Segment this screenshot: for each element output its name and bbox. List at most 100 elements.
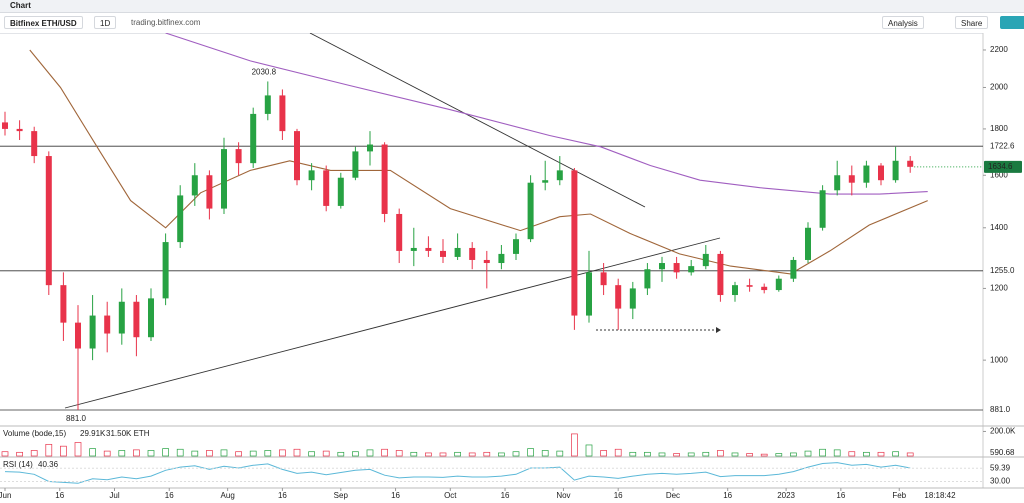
candle-body <box>775 278 782 291</box>
candle-body <box>790 259 797 279</box>
candle-body <box>162 242 169 299</box>
candle-body <box>148 298 154 338</box>
volume-bar <box>600 450 607 457</box>
last-price-label: 1634.6 <box>988 162 1013 171</box>
volume-bar <box>527 448 534 457</box>
candle-body <box>483 259 490 264</box>
candle-body <box>469 247 476 260</box>
candle-body <box>31 131 38 157</box>
volume-bar <box>337 451 345 457</box>
volume-bar <box>760 453 768 457</box>
volume-bar <box>454 451 461 457</box>
candle-body <box>396 213 403 251</box>
volume-bar <box>556 450 564 457</box>
x-tick-label: Jul <box>109 491 119 500</box>
volume-bar <box>658 452 666 457</box>
volume-readout: 29.91K <box>80 429 106 438</box>
y-tick-label: 1200 <box>990 284 1008 293</box>
candle-body <box>805 227 811 260</box>
volume-bar <box>16 451 23 457</box>
x-tick-label: 16 <box>55 491 64 500</box>
volume-bar <box>366 449 374 457</box>
volume-bar <box>206 450 213 457</box>
candle-body <box>673 263 680 273</box>
trendline <box>309 33 646 208</box>
x-tick-label: Jun <box>0 491 11 500</box>
volume-bar <box>906 452 914 457</box>
projection-arrow <box>716 327 721 333</box>
candle-body <box>688 266 695 273</box>
candle-body <box>615 285 622 309</box>
account-button[interactable] <box>1000 16 1024 29</box>
volume-bar <box>191 450 199 457</box>
interval-button[interactable]: 1D <box>94 16 117 29</box>
candle-body <box>878 165 884 181</box>
volume-title: Volume (bode,15) <box>3 429 66 438</box>
source-link[interactable]: trading.bitfinex.com <box>126 16 206 29</box>
candle-body <box>629 288 636 309</box>
volume-bar <box>220 449 228 457</box>
share-button[interactable]: Share <box>955 16 989 29</box>
y-tick-label: 1800 <box>990 124 1008 133</box>
volume-readout: 31.50K ETH <box>106 429 150 438</box>
volume-bar <box>249 450 257 457</box>
x-tick-label: 16 <box>614 491 623 500</box>
tab-label[interactable]: Chart <box>10 1 31 10</box>
volume-bar <box>892 451 899 457</box>
annotation: 881.0 <box>66 414 87 423</box>
y-tick-label: 2000 <box>990 83 1008 92</box>
price-axis-bg <box>983 33 1024 503</box>
x-tick-label: 16 <box>165 491 174 500</box>
volume-bar <box>848 451 856 457</box>
volume-bar <box>118 450 126 457</box>
candle-body <box>571 170 578 316</box>
volume-bar <box>1 451 9 457</box>
rsi-title: RSI (14) <box>3 460 33 469</box>
volume-bar <box>60 445 67 457</box>
candle-body <box>600 272 607 286</box>
x-tick-label: Aug <box>221 491 235 500</box>
candle-body <box>527 182 534 240</box>
volume-bar <box>322 450 330 457</box>
volume-last: 590.68 <box>990 448 1015 457</box>
rsi-tick-label: 59.39 <box>990 463 1011 472</box>
last-price-badge <box>984 160 1022 173</box>
clock: 18:18:42 <box>924 491 956 500</box>
candle-body <box>556 170 563 181</box>
volume-bar <box>498 452 505 457</box>
volume-bar <box>133 449 140 457</box>
volume-bar <box>162 448 169 457</box>
analysis-button[interactable]: Analysis <box>882 16 924 29</box>
level-label: 881.0 <box>990 405 1011 414</box>
x-tick-label: Sep <box>334 491 349 500</box>
moving-average <box>29 49 928 275</box>
x-tick-label: 16 <box>723 491 732 500</box>
candle-body <box>644 269 651 289</box>
volume-bar <box>45 443 53 457</box>
candle-body <box>440 250 446 257</box>
candle-body <box>367 144 373 152</box>
candle-body <box>323 170 330 206</box>
volume-bar <box>381 448 388 457</box>
volume-bar <box>804 450 812 457</box>
candle-body <box>352 151 359 178</box>
candle-body <box>819 190 826 228</box>
volume-bar <box>833 449 841 457</box>
candle-body <box>75 322 81 349</box>
candle-body <box>425 247 432 251</box>
candle-body <box>45 156 52 286</box>
symbol-button[interactable]: Bitfinex ETH/USD <box>4 16 83 29</box>
candle-body <box>2 122 8 129</box>
y-tick-label: 1600 <box>990 170 1008 179</box>
x-tick-label: Feb <box>892 491 906 500</box>
annotation: 2030.8 <box>252 68 277 77</box>
candle-body <box>542 180 549 183</box>
volume-bar <box>30 450 38 457</box>
volume-bar <box>541 450 549 457</box>
candle-body <box>221 149 227 209</box>
chart: 1000 1200 1400 1600 1800 2000 2200 1722.6 1255.0… <box>0 33 1024 503</box>
toolbar: Bitfinex ETH/USD 1D trading.bitfinex.com… <box>0 13 1024 34</box>
rsi-line <box>4 462 911 484</box>
volume-bar <box>877 451 885 457</box>
volume-bar <box>264 450 272 457</box>
